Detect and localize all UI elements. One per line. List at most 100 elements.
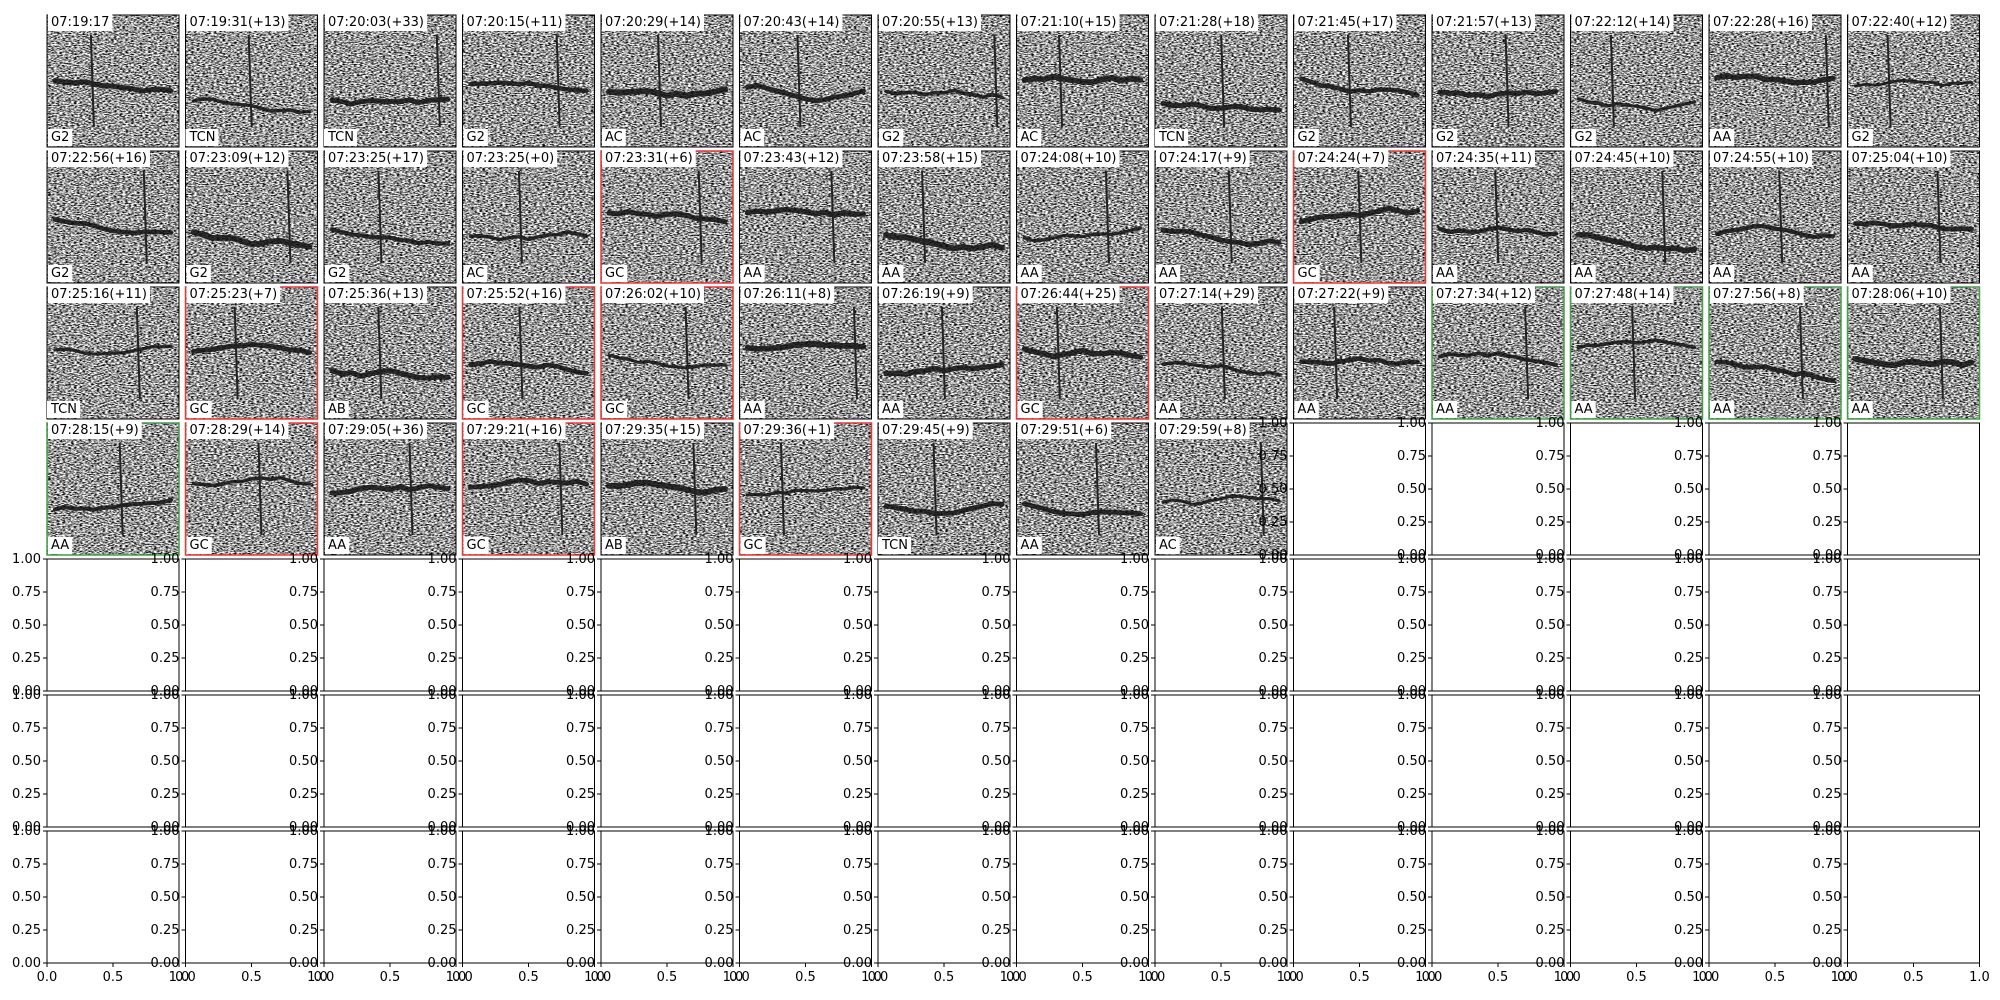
spectrogram-panel: 07:23:31(+6) GC	[600, 150, 734, 284]
panel-label: GC	[605, 402, 624, 417]
y-tick-label: 0.50	[428, 754, 457, 769]
empty-axes: 0.00 0.25 0.50 0.75 1.00 0.0 0.5 1.0	[289, 824, 466, 985]
panel-label: G2	[328, 266, 346, 281]
panel-label: AC	[1021, 130, 1039, 145]
panel-label: AA	[1298, 402, 1316, 417]
y-tick-label: 0.75	[151, 721, 180, 736]
spectrogram-panel: 07:24:55(+10) AA	[1708, 150, 1842, 284]
spectrogram-image	[739, 423, 872, 555]
spectrogram-panel: 07:26:44(+25) GC	[1015, 286, 1150, 420]
spectrogram-panel: 07:28:29(+14) GC	[184, 422, 319, 556]
y-tick-label: 0.00	[982, 956, 1011, 971]
panel-label: AA	[744, 266, 762, 281]
y-tick-label: 0.25	[1397, 515, 1426, 530]
panel-label: AA	[51, 538, 69, 553]
panel-label: AA	[1159, 402, 1177, 417]
y-tick-label: 0.25	[843, 651, 872, 666]
spectrogram-image	[1570, 151, 1703, 283]
y-tick-label: 0.50	[1259, 754, 1288, 769]
y-tick-label: 0.75	[705, 721, 734, 736]
x-tick-label: 0.0	[1422, 970, 1443, 985]
y-tick-label: 0.75	[428, 585, 457, 600]
empty-axes: 0.00 0.25 0.50 0.75 1.00 0.0 0.5 1.0	[1536, 824, 1713, 985]
y-tick-label: 1.00	[151, 688, 180, 703]
panel-label: GC	[190, 538, 209, 553]
panel-title: 07:20:29(+14)	[605, 15, 701, 30]
spectrogram-image	[1016, 151, 1149, 283]
y-tick-label: 0.75	[1397, 857, 1426, 872]
y-tick-label: 0.50	[982, 618, 1011, 633]
panel-label: G2	[1298, 130, 1316, 145]
y-tick-label: 0.25	[1397, 923, 1426, 938]
panel-title: 07:25:52(+16)	[467, 287, 563, 302]
x-tick-label: 0.0	[1699, 970, 1720, 985]
y-tick-label: 0.50	[1397, 890, 1426, 905]
y-tick-label: 0.75	[1259, 585, 1288, 600]
y-tick-label: 0.50	[1813, 618, 1842, 633]
spectrogram-image	[878, 423, 1010, 555]
y-tick-label: 0.75	[843, 857, 872, 872]
panel-title: 07:27:56(+8)	[1713, 287, 1801, 302]
y-tick-label: 0.50	[1536, 482, 1565, 497]
y-tick-label: 0.00	[705, 956, 734, 971]
panel-label: AA	[1575, 402, 1593, 417]
panel-label: G2	[51, 130, 69, 145]
spectrogram-image	[1570, 287, 1703, 419]
y-tick-label: 0.75	[289, 721, 318, 736]
empty-axes: 0.000.250.500.751.00	[12, 688, 180, 835]
y-tick-label: 0.25	[151, 923, 180, 938]
y-tick-label: 1.00	[1259, 416, 1288, 431]
x-tick-label: 1.0	[1831, 970, 1852, 985]
y-tick-label: 0.00	[12, 956, 41, 971]
y-tick-label: 0.75	[151, 585, 180, 600]
y-tick-label: 0.50	[1120, 754, 1149, 769]
panel-label: AA	[1713, 130, 1731, 145]
y-tick-label: 0.00	[1813, 956, 1842, 971]
spectrogram-image	[878, 15, 1010, 147]
panel-title: 07:24:55(+10)	[1713, 151, 1809, 166]
y-tick-label: 0.50	[151, 618, 180, 633]
y-tick-label: 0.75	[1397, 585, 1426, 600]
spectrogram-panel: 07:29:35(+15) AB	[600, 422, 734, 556]
panel-title: 07:27:48(+14)	[1575, 287, 1671, 302]
y-tick-label: 0.50	[1259, 482, 1288, 497]
x-tick-label: 0.0	[37, 970, 58, 985]
empty-axes: 0.000.250.500.751.00	[1536, 552, 1703, 699]
x-tick-label: 0.0	[729, 970, 750, 985]
spectrogram-panel: 07:21:28(+18) TCN	[1154, 14, 1288, 148]
y-tick-label: 0.25	[428, 787, 457, 802]
panel-label: G2	[1436, 130, 1454, 145]
y-tick-label: 0.25	[566, 651, 595, 666]
panel-title: 07:25:04(+10)	[1852, 151, 1948, 166]
spectrogram-image	[878, 287, 1010, 419]
spectrogram-image	[739, 287, 872, 419]
y-tick-label: 0.75	[289, 585, 318, 600]
y-tick-label: 0.50	[1674, 618, 1703, 633]
panel-label: G2	[467, 130, 485, 145]
panel-title: 07:29:51(+6)	[1021, 423, 1109, 438]
y-tick-label: 0.25	[1259, 923, 1288, 938]
empty-axes: 0.00 0.25 0.50 0.75 1.00 0.0 0.5 1.0	[1397, 824, 1574, 985]
panel-title: 07:24:35(+11)	[1436, 151, 1532, 166]
y-tick-label: 0.25	[1536, 651, 1565, 666]
panel-title: 07:23:58(+15)	[882, 151, 978, 166]
y-tick-label: 0.50	[1813, 482, 1842, 497]
panel-label: TCN	[50, 402, 77, 417]
panel-label: AC	[744, 130, 762, 145]
y-tick-label: 1.00	[1674, 552, 1703, 567]
spectrogram-panel: 07:22:40(+12) G2	[1847, 14, 1980, 148]
y-tick-label: 0.25	[705, 651, 734, 666]
x-tick-label: 1.0	[307, 970, 328, 985]
y-tick-label: 0.75	[151, 857, 180, 872]
empty-axes: 0.000.250.500.751.00	[1536, 688, 1703, 835]
y-tick-label: 0.00	[1120, 956, 1149, 971]
y-tick-label: 1.00	[982, 824, 1011, 839]
y-tick-label: 0.50	[151, 890, 180, 905]
panel-title: 07:22:56(+16)	[51, 151, 147, 166]
spectrogram-panel: 07:19:31(+13) TCN	[185, 14, 318, 148]
spectrogram-image	[462, 287, 595, 419]
y-tick-label: 0.50	[428, 618, 457, 633]
y-tick-label: 0.75	[982, 585, 1011, 600]
panel-label: GC	[1021, 402, 1040, 417]
y-tick-label: 0.75	[1536, 585, 1565, 600]
